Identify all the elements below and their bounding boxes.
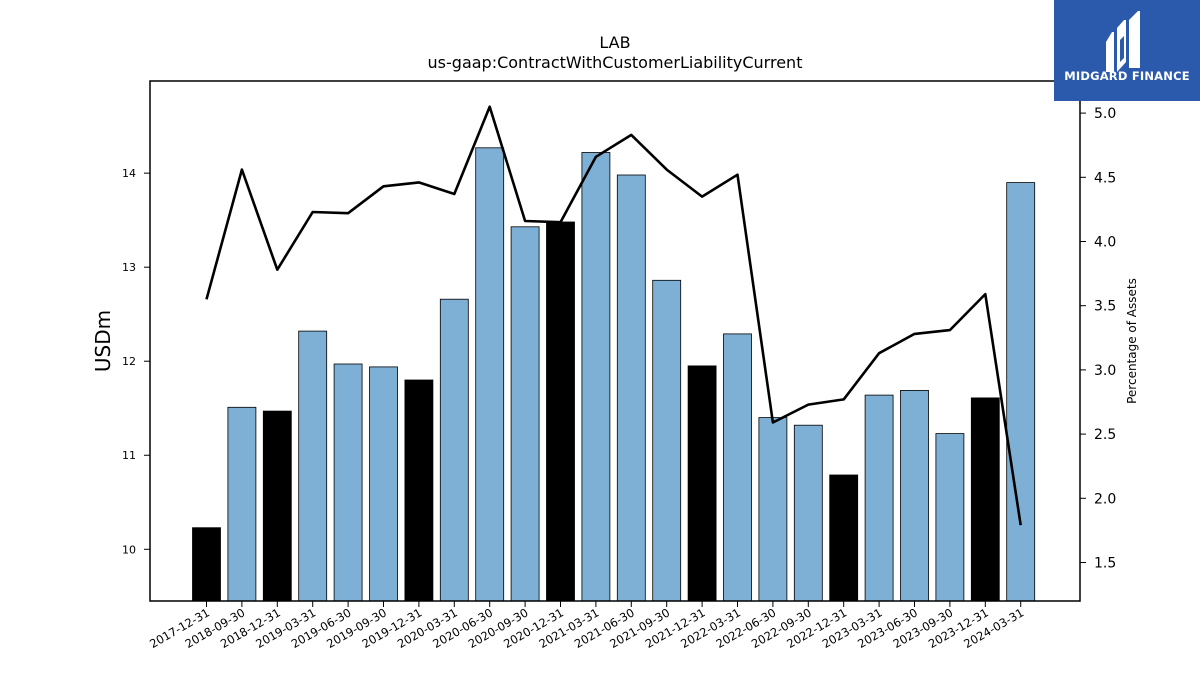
brand-logo-text: MIDGARD FINANCE: [1064, 69, 1190, 83]
y-tick-label-14: 14: [122, 167, 136, 180]
bar-2023-06-30: [900, 389, 929, 602]
bar-2021-09-30: [652, 279, 682, 602]
bar-2018-09-30: [227, 406, 257, 602]
y2-tick-label-2.5: 2.5: [1094, 427, 1116, 443]
bar-2019-12-31: [404, 379, 434, 602]
bar-2023-03-31: [864, 394, 894, 602]
bar-2020-12-31: [546, 221, 575, 602]
y2-axis-label: Percentage of Assets: [1125, 278, 1139, 404]
bar-2022-09-30: [793, 424, 823, 602]
bar-2020-09-30: [510, 226, 540, 602]
bar-2023-09-30: [935, 433, 965, 602]
brand-logo: MIDGARD FINANCE: [1054, 0, 1200, 101]
y-axis-label: USDm: [91, 310, 115, 372]
y-tick-label-12: 12: [122, 355, 136, 368]
bar-2024-03-31: [1006, 182, 1036, 602]
bar-2019-03-31: [298, 330, 328, 602]
y2-tick-label-4.5: 4.5: [1094, 170, 1116, 186]
bar-2022-06-30: [758, 417, 788, 602]
bar-2017-12-31: [192, 527, 221, 602]
bar-2020-06-30: [475, 147, 505, 602]
y2-tick-label-5: 5.0: [1094, 106, 1116, 122]
y-tick-label-10: 10: [122, 543, 136, 556]
percentage-line: [205, 105, 1022, 526]
chart-subtitle: us-gaap:ContractWithCustomerLiabilityCur…: [427, 53, 803, 72]
y-tick-label-11: 11: [122, 449, 136, 462]
bar-2021-03-31: [581, 152, 611, 602]
bar-2018-12-31: [262, 410, 292, 602]
brand-logo-icon: [1106, 11, 1140, 72]
bar-2020-03-31: [439, 298, 469, 602]
bar-2019-06-30: [333, 363, 363, 602]
bar-2022-03-31: [723, 333, 752, 602]
bar-2021-12-31: [687, 365, 717, 602]
y2-tick-label-3.5: 3.5: [1094, 299, 1116, 315]
y2-tick-label-3: 3.0: [1094, 363, 1116, 379]
chart-title: LAB: [599, 33, 631, 52]
y2-tick-label-1.5: 1.5: [1094, 555, 1116, 571]
bar-2022-12-31: [829, 474, 859, 602]
y-tick-label-13: 13: [122, 261, 136, 274]
y2-tick-label-2: 2.0: [1094, 491, 1116, 507]
plot-frame: [149, 80, 1081, 602]
bar-2023-12-31: [970, 397, 1000, 602]
bar-2021-06-30: [616, 174, 646, 602]
y2-tick-label-4: 4.0: [1094, 234, 1116, 250]
bar-2019-09-30: [369, 366, 398, 602]
